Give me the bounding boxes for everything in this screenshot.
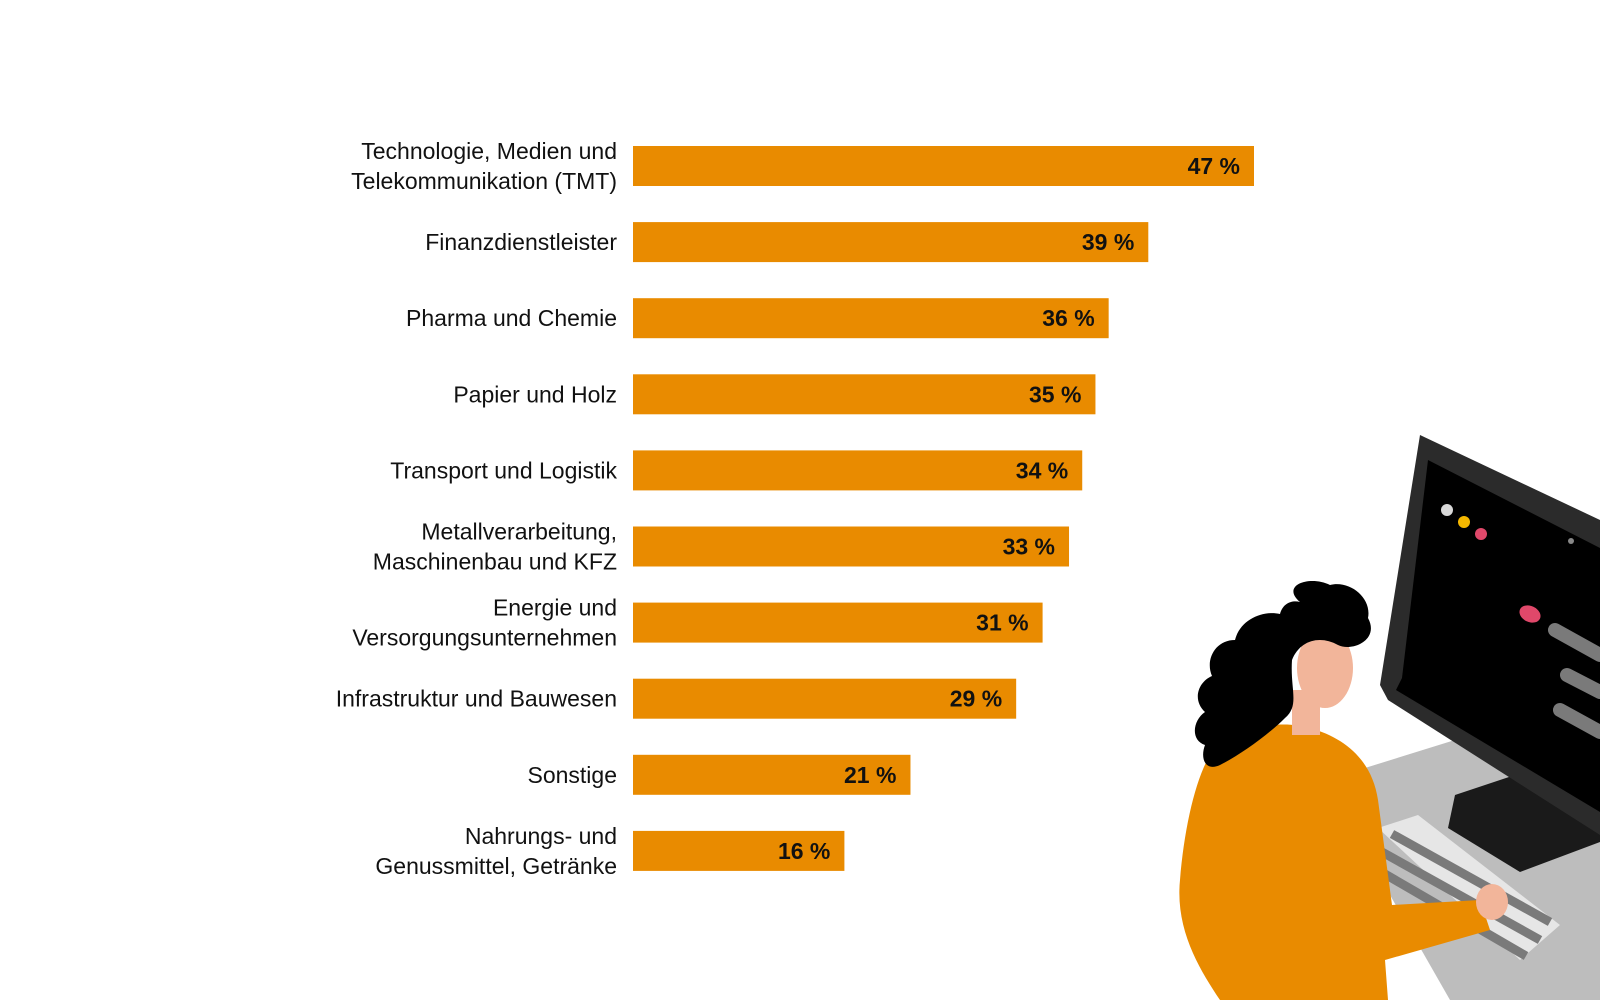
category-label-line: Papier und Holz xyxy=(453,381,617,407)
category-label-line: Telekommunikation (TMT) xyxy=(351,168,617,194)
category-label-line: Metallverarbeitung, xyxy=(421,519,617,545)
value-label-0: 47 % xyxy=(1188,153,1240,179)
value-label-5: 33 % xyxy=(1003,534,1055,560)
category-label-line: Pharma und Chemie xyxy=(406,305,617,331)
category-label-line: Sonstige xyxy=(527,762,617,788)
bar-4 xyxy=(633,450,1083,491)
category-label-line: Finanzdienstleister xyxy=(425,229,617,255)
category-label-8: Sonstige xyxy=(527,762,617,788)
category-label-line: Nahrungs- und xyxy=(465,823,617,849)
value-label-9: 16 % xyxy=(778,838,830,864)
category-label-0: Technologie, Medien und Telekommunikation… xyxy=(351,138,617,194)
value-label-7: 29 % xyxy=(950,686,1002,712)
category-label-line: Maschinenbau und KFZ xyxy=(373,549,617,575)
bar-1 xyxy=(633,222,1149,263)
category-label-2: Pharma und Chemie xyxy=(406,305,617,331)
value-label-3: 35 % xyxy=(1029,381,1081,407)
bar-5 xyxy=(633,526,1070,567)
bar-7 xyxy=(633,678,1017,719)
category-label-line: Transport und Logistik xyxy=(390,457,617,483)
category-label-4: Transport und Logistik xyxy=(390,457,617,483)
bars: 47 % Technologie, Medien und Telekommunika… xyxy=(336,138,1254,879)
value-label-6: 31 % xyxy=(976,610,1028,636)
bar-9 xyxy=(633,830,845,871)
category-label-line: Infrastruktur und Bauwesen xyxy=(336,686,617,712)
category-label-line: Energie und xyxy=(493,595,617,621)
category-label-6: Energie und Versorgungsunternehmen xyxy=(352,595,617,651)
bar-2 xyxy=(633,298,1109,339)
value-label-4: 34 % xyxy=(1016,457,1068,483)
category-label-9: Nahrungs- und Genussmittel, Getränke xyxy=(375,823,617,879)
bar-0 xyxy=(633,146,1254,186)
bar-8 xyxy=(633,754,911,795)
category-label-line: Versorgungsunternehmen xyxy=(352,625,617,651)
bar-6 xyxy=(633,602,1043,643)
value-label-1: 39 % xyxy=(1082,229,1134,255)
value-label-8: 21 % xyxy=(844,762,896,788)
category-label-line: Genussmittel, Getränke xyxy=(375,853,617,879)
category-label-7: Infrastruktur und Bauwesen xyxy=(336,686,617,712)
bar-3 xyxy=(633,374,1096,415)
category-label-5: Metallverarbeitung, Maschinenbau und KFZ xyxy=(373,519,617,575)
category-label-line: Technologie, Medien und xyxy=(361,138,617,164)
category-label-1: Finanzdienstleister xyxy=(425,229,617,255)
value-label-2: 36 % xyxy=(1042,305,1094,331)
category-label-3: Papier und Holz xyxy=(453,381,617,407)
